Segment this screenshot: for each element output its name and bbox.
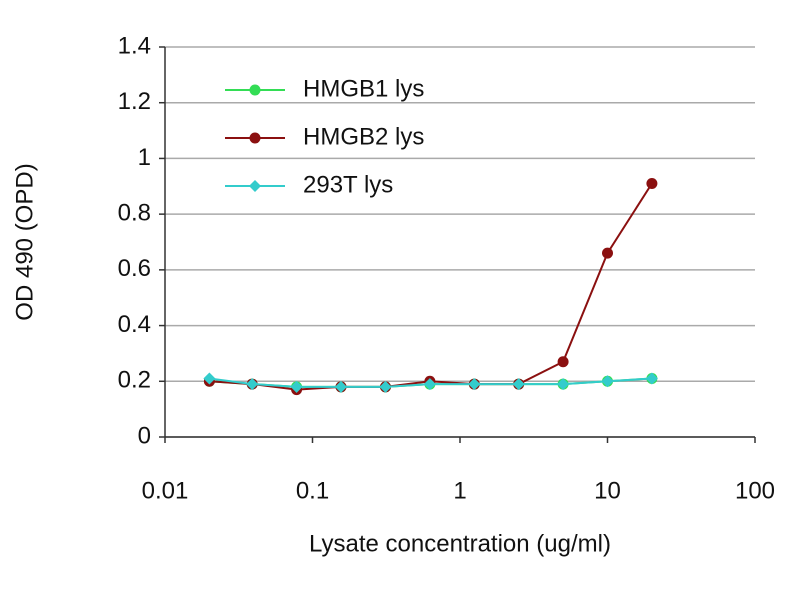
point xyxy=(512,378,525,391)
legend-marker xyxy=(249,132,261,144)
y-tick-label: 0.6 xyxy=(118,255,151,282)
x-tick-label: 0.01 xyxy=(142,477,189,504)
point xyxy=(646,178,658,189)
y-axis-label: OD 490 (OPD) xyxy=(11,163,38,320)
point xyxy=(290,380,303,393)
point xyxy=(602,247,613,259)
point xyxy=(468,378,481,391)
point xyxy=(557,356,569,368)
x-tick-label: 0.1 xyxy=(296,477,329,504)
y-tick-label: 0 xyxy=(138,422,151,449)
x-axis-label: Lysate concentration (ug/ml) xyxy=(309,530,611,557)
y-tick-label: 0.2 xyxy=(118,367,151,394)
point xyxy=(601,375,614,388)
y-tick-label: 1.4 xyxy=(118,32,151,59)
point xyxy=(557,378,570,391)
y-tick-label: 0.4 xyxy=(118,311,151,338)
point xyxy=(246,378,259,391)
y-tick-label: 0.8 xyxy=(118,199,151,226)
legend-label: HMGB1 lys xyxy=(303,75,424,102)
legend-label: 293T lys xyxy=(303,171,393,198)
legend-label: HMGB2 lys xyxy=(303,123,424,150)
x-tick-label: 1 xyxy=(453,477,466,504)
y-tick-label: 1 xyxy=(138,144,151,171)
point xyxy=(334,380,347,393)
legend-marker xyxy=(249,180,261,192)
legend-marker xyxy=(249,84,261,96)
y-tick-label: 1.2 xyxy=(118,88,151,115)
point xyxy=(379,380,392,393)
point xyxy=(203,372,216,385)
point xyxy=(645,372,658,385)
x-tick-label: 100 xyxy=(735,477,775,504)
x-tick-label: 10 xyxy=(594,477,621,504)
point xyxy=(423,378,436,391)
